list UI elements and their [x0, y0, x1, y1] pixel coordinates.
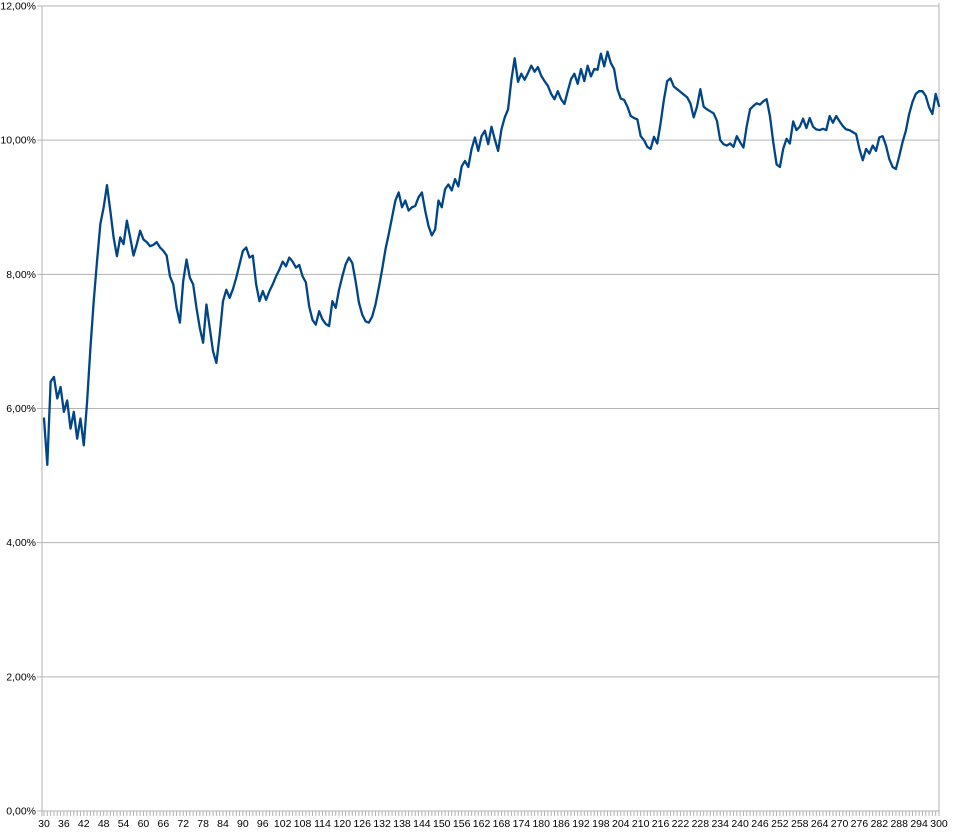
x-axis-label: 252 — [771, 818, 789, 830]
x-axis-label: 156 — [453, 818, 471, 830]
x-axis-label: 210 — [632, 818, 650, 830]
data-series-line — [42, 50, 941, 467]
x-axis-label: 258 — [791, 818, 809, 830]
y-axis-label: 4,00% — [6, 537, 36, 549]
x-axis-label: 186 — [552, 818, 570, 830]
x-axis-label: 240 — [731, 818, 749, 830]
x-axis-label: 198 — [592, 818, 610, 830]
x-axis-label: 78 — [197, 818, 209, 830]
x-axis-label: 60 — [138, 818, 150, 830]
x-axis-label: 246 — [751, 818, 769, 830]
y-axis-label: 10,00% — [0, 135, 36, 147]
x-axis-label: 168 — [493, 818, 511, 830]
x-axis-label: 108 — [294, 818, 312, 830]
x-axis-label: 66 — [157, 818, 169, 830]
x-axis-label: 138 — [393, 818, 411, 830]
y-axis-label: 12,00% — [0, 1, 36, 13]
x-axis-label: 300 — [930, 818, 948, 830]
x-axis-label: 90 — [237, 818, 249, 830]
x-axis-label: 264 — [811, 818, 829, 830]
x-axis-label: 288 — [890, 818, 908, 830]
x-axis-label: 48 — [98, 818, 110, 830]
x-axis-label: 222 — [672, 818, 690, 830]
x-axis-label: 276 — [851, 818, 869, 830]
x-axis-label: 96 — [257, 818, 269, 830]
y-axis-label: 2,00% — [6, 671, 36, 683]
x-axis-label: 144 — [413, 818, 431, 830]
x-axis-label: 162 — [473, 818, 491, 830]
y-axis-label: 8,00% — [6, 269, 36, 281]
x-axis-label: 42 — [78, 818, 90, 830]
x-axis-label: 114 — [314, 818, 331, 830]
x-axis-label: 282 — [871, 818, 889, 830]
x-axis-label: 54 — [118, 818, 130, 830]
x-axis-label: 270 — [831, 818, 849, 830]
x-axis-label: 228 — [692, 818, 710, 830]
x-axis-label: 102 — [274, 818, 292, 830]
x-axis-label: 204 — [612, 818, 630, 830]
y-axis-label: 6,00% — [6, 403, 36, 415]
y-axis-label: 0,00% — [6, 806, 36, 818]
x-axis-label: 294 — [910, 818, 928, 830]
x-axis-label: 120 — [334, 818, 352, 830]
x-axis-label: 216 — [652, 818, 670, 830]
x-axis-label: 30 — [38, 818, 50, 830]
x-axis-label: 150 — [433, 818, 451, 830]
x-axis-label: 174 — [513, 818, 531, 830]
x-axis-label: 132 — [373, 818, 391, 830]
x-axis-label: 72 — [177, 818, 189, 830]
x-axis-label: 192 — [572, 818, 590, 830]
x-axis-label: 126 — [353, 818, 371, 830]
x-axis-label: 84 — [217, 818, 229, 830]
x-axis-label: 180 — [532, 818, 550, 830]
x-axis-label: 36 — [58, 818, 70, 830]
x-axis-label: 234 — [711, 818, 729, 830]
